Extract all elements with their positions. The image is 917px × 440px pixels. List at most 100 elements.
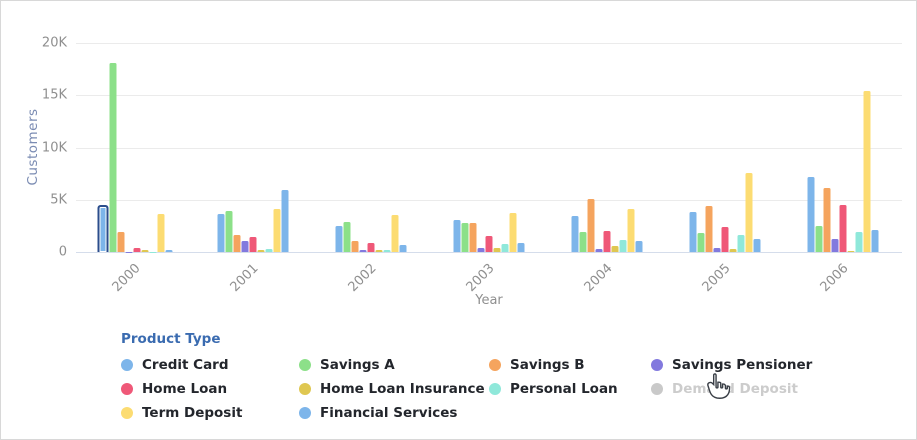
bar-term-deposit[interactable]: [745, 173, 753, 252]
legend-item-savings-pensioner[interactable]: Savings Pensioner: [651, 357, 812, 373]
legend-item-savings-a[interactable]: Savings A: [299, 357, 489, 373]
bar-home-loan-insurance[interactable]: [375, 249, 383, 252]
bar-savings-pensioner[interactable]: [831, 238, 839, 252]
legend-item-personal-loan[interactable]: Personal Loan: [489, 381, 651, 397]
bar-home-loan-insurance[interactable]: [847, 251, 855, 252]
bar-term-deposit[interactable]: [391, 215, 399, 252]
legend-item-home-loan[interactable]: Home Loan: [121, 381, 299, 397]
bar-savings-b[interactable]: [117, 231, 125, 252]
bar-savings-pensioner[interactable]: [241, 240, 249, 252]
bar-savings-a[interactable]: [815, 226, 823, 252]
legend-item-label: Home Loan Insurance: [320, 381, 485, 397]
bar-home-loan-insurance[interactable]: [611, 245, 619, 252]
legend-item-financial-services[interactable]: Financial Services: [299, 405, 489, 421]
y-axis-tick-label: 15K: [41, 87, 67, 103]
x-axis-title: Year: [475, 293, 503, 308]
legend-marker-icon: [489, 359, 501, 371]
legend-item-term-deposit[interactable]: Term Deposit: [121, 405, 299, 421]
bar-term-deposit[interactable]: [627, 209, 635, 252]
bar-home-loan[interactable]: [721, 226, 729, 252]
bar-term-deposit[interactable]: [863, 91, 871, 252]
bar-home-loan[interactable]: [133, 247, 141, 252]
bar-personal-loan[interactable]: [265, 248, 273, 252]
bar-financial-services[interactable]: [871, 229, 879, 252]
bar-savings-b[interactable]: [233, 234, 241, 252]
legend: Product Type Credit Card Savings A Savings…: [121, 331, 812, 421]
bar-term-deposit[interactable]: [273, 209, 281, 252]
bar-savings-pensioner[interactable]: [713, 247, 721, 252]
bar-group-2004: [571, 198, 643, 252]
bar-credit-card[interactable]: [217, 214, 225, 252]
bar-savings-pensioner[interactable]: [125, 251, 133, 252]
bar-personal-loan[interactable]: [149, 251, 157, 252]
legend-item-credit-card[interactable]: Credit Card: [121, 357, 299, 373]
bar-personal-loan[interactable]: [619, 240, 627, 252]
legend-marker-icon: [121, 383, 133, 395]
bar-savings-pensioner[interactable]: [359, 250, 367, 252]
bar-personal-loan[interactable]: [737, 234, 745, 252]
bar-home-loan-insurance[interactable]: [257, 250, 265, 252]
bar-savings-b[interactable]: [469, 222, 477, 252]
bar-term-deposit[interactable]: [509, 213, 517, 252]
bar-credit-card[interactable]: [453, 220, 461, 252]
legend-item-label: Savings B: [510, 357, 585, 373]
bar-credit-card[interactable]: [335, 225, 343, 252]
bar-home-loan[interactable]: [367, 242, 375, 252]
bar-personal-loan[interactable]: [855, 232, 863, 252]
legend-marker-icon: [299, 359, 311, 371]
bar-home-loan[interactable]: [839, 204, 847, 252]
bar-home-loan-insurance[interactable]: [493, 247, 501, 252]
bar-credit-card[interactable]: [807, 177, 815, 252]
legend-item-label: Financial Services: [320, 405, 458, 421]
legend-title: Product Type: [121, 331, 221, 347]
bar-financial-services[interactable]: [165, 250, 173, 252]
gridline: [76, 43, 902, 44]
bar-personal-loan[interactable]: [501, 244, 509, 252]
bar-savings-b[interactable]: [823, 187, 831, 252]
bar-savings-a[interactable]: [225, 211, 233, 252]
bar-savings-a[interactable]: [461, 222, 469, 252]
legend-item-label: Personal Loan: [510, 381, 618, 397]
bar-savings-a[interactable]: [343, 221, 351, 252]
bar-savings-b[interactable]: [705, 206, 713, 252]
bar-group-2001: [217, 189, 289, 252]
legend-item-label: Credit Card: [142, 357, 229, 373]
legend-marker-icon: [299, 383, 311, 395]
bar-financial-services[interactable]: [517, 242, 525, 252]
legend-item-home-loan-insurance[interactable]: Home Loan Insurance: [299, 381, 489, 397]
bar-financial-services[interactable]: [399, 245, 407, 252]
bar-home-loan-insurance[interactable]: [729, 248, 737, 252]
bar-credit-card[interactable]: [97, 205, 109, 252]
bar-savings-pensioner[interactable]: [477, 247, 485, 252]
legend-marker-icon: [121, 407, 133, 419]
bar-group-2000: [97, 63, 173, 252]
gridline: [76, 147, 902, 149]
bar-savings-b[interactable]: [587, 198, 595, 252]
bar-credit-card[interactable]: [689, 211, 697, 252]
y-axis-tick-label: 10K: [41, 140, 67, 155]
bar-savings-a[interactable]: [697, 232, 705, 252]
bar-home-loan[interactable]: [249, 236, 257, 252]
bar-personal-loan[interactable]: [383, 249, 391, 252]
bar-savings-pensioner[interactable]: [595, 248, 603, 252]
x-axis-line: [76, 252, 902, 253]
bar-financial-services[interactable]: [635, 241, 643, 252]
legend-item-savings-b[interactable]: Savings B: [489, 357, 651, 373]
bar-savings-a[interactable]: [579, 232, 587, 252]
bar-home-loan-insurance[interactable]: [141, 249, 149, 252]
bar-term-deposit[interactable]: [157, 214, 165, 252]
legend-marker-icon: [299, 407, 311, 419]
y-axis-tick-label: 20K: [41, 35, 67, 51]
y-axis-tick-label: 0: [58, 244, 67, 260]
legend-item-demand-deposit[interactable]: Demand Deposit: [651, 381, 812, 397]
legend-item-label: Home Loan: [142, 381, 228, 397]
bar-group-2002: [335, 215, 407, 252]
bar-savings-b[interactable]: [351, 240, 359, 252]
bar-financial-services[interactable]: [281, 189, 289, 252]
bar-credit-card[interactable]: [571, 215, 579, 252]
bar-financial-services[interactable]: [753, 238, 761, 252]
bar-savings-a[interactable]: [109, 63, 117, 252]
bar-home-loan[interactable]: [603, 231, 611, 252]
bar-home-loan[interactable]: [485, 236, 493, 252]
